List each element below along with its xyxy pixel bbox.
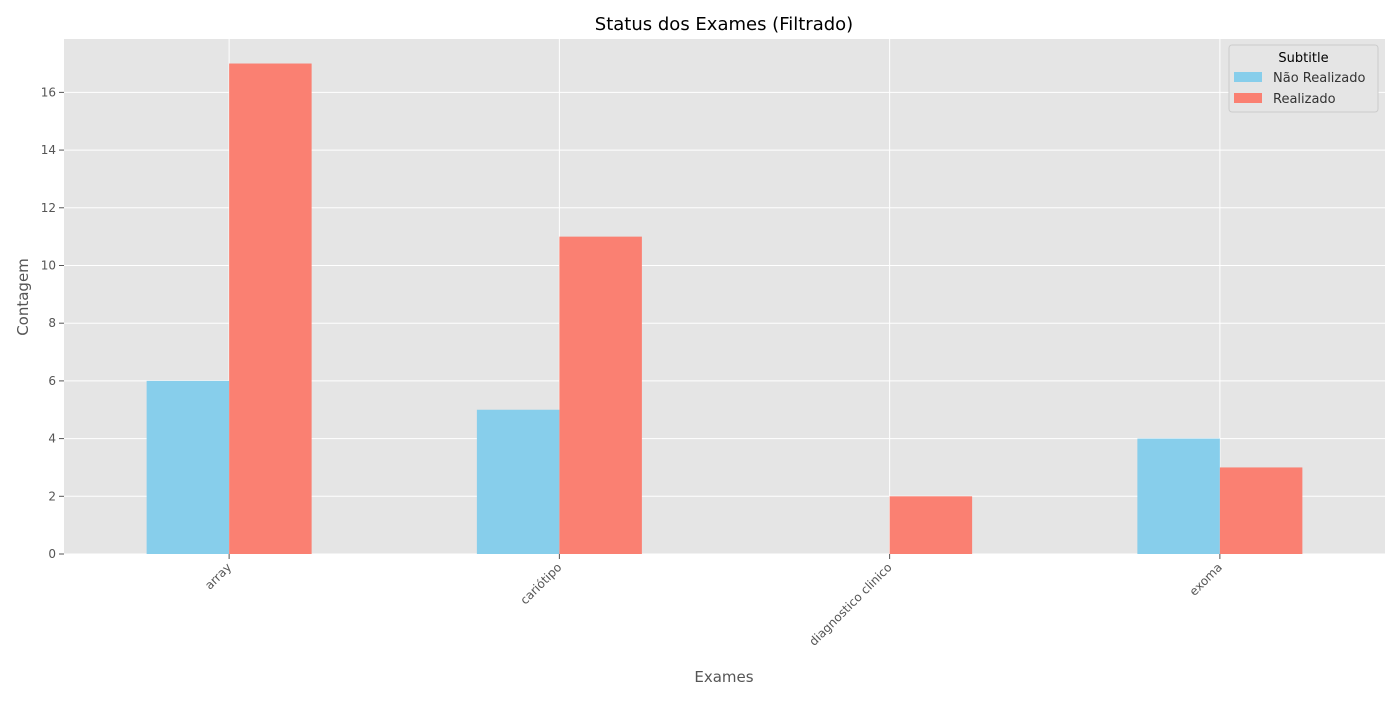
y-tick-label: 12 xyxy=(41,201,56,215)
y-axis: 0 2 4 6 8 10 12 14 16 xyxy=(41,85,64,561)
y-tick-label: 4 xyxy=(48,432,56,446)
x-axis: array cariótipo diagnostico clinico exoma xyxy=(202,554,1225,649)
x-tick-label-exoma: exoma xyxy=(1187,560,1225,598)
y-tick-label: 0 xyxy=(48,547,56,561)
y-tick-label: 6 xyxy=(48,374,56,388)
legend-title: Subtitle xyxy=(1278,51,1328,66)
legend-box xyxy=(1228,44,1379,113)
y-tick-label: 16 xyxy=(41,85,56,99)
bar-realizado-cariotipo xyxy=(559,236,642,554)
x-tick-label-diagnostico-clinico: diagnostico clinico xyxy=(806,560,894,648)
bar-realizado-diagnostico-clinico xyxy=(889,496,973,554)
legend-label-realizado: Realizado xyxy=(1273,92,1336,107)
bars xyxy=(146,63,1303,555)
y-tick-label: 10 xyxy=(41,258,56,272)
x-tick-label-array: array xyxy=(202,560,234,592)
bar-nao-realizado-exoma xyxy=(1137,438,1220,554)
bar-realizado-exoma xyxy=(1219,467,1303,554)
legend-swatch-realizado xyxy=(1234,93,1262,103)
y-tick-label: 2 xyxy=(48,489,56,503)
y-tick-label: 8 xyxy=(48,316,56,330)
legend-label-nao-realizado: Não Realizado xyxy=(1273,71,1365,86)
chart-title: Status dos Exames (Filtrado) xyxy=(595,14,853,35)
y-tick-label: 14 xyxy=(41,143,56,157)
x-axis-label: Exames xyxy=(694,668,753,686)
y-axis-label: Contagem xyxy=(14,258,32,336)
x-tick-label-cariotipo: cariótipo xyxy=(517,560,564,607)
legend: Subtitle Não Realizado Realizado xyxy=(1228,44,1379,113)
bar-nao-realizado-array xyxy=(146,380,230,554)
bar-nao-realizado-cariotipo xyxy=(476,409,560,554)
legend-swatch-nao-realizado xyxy=(1234,72,1262,82)
bar-realizado-array xyxy=(229,63,312,555)
